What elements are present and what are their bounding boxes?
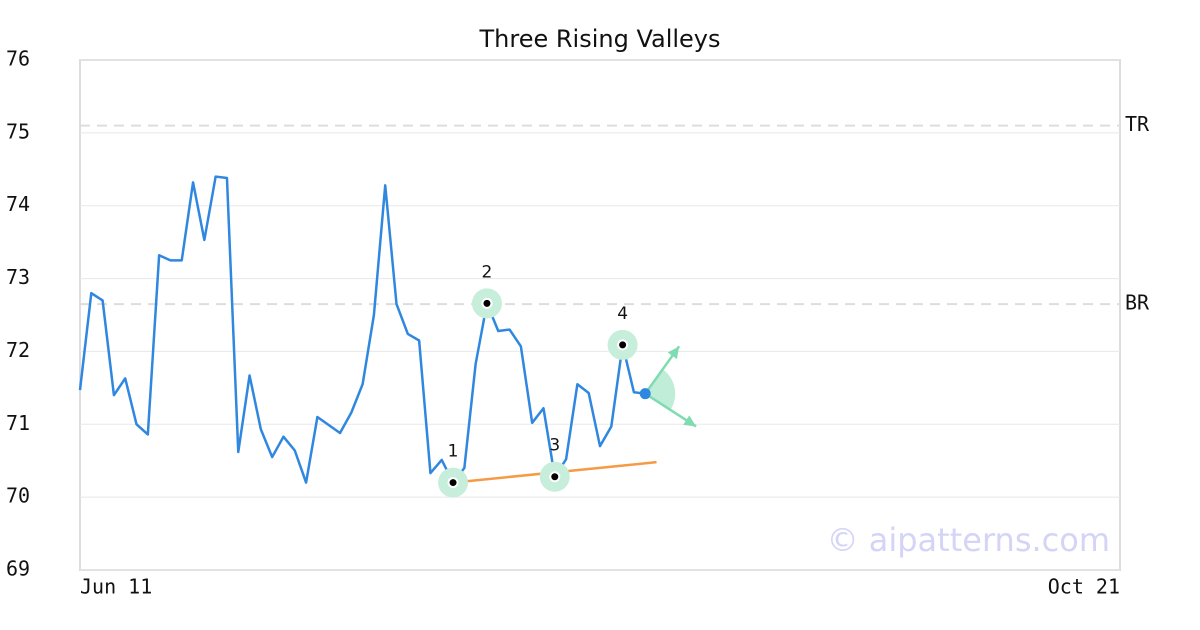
x-tick-label: Oct 21 <box>1048 575 1120 599</box>
pivot-label: 1 <box>448 442 459 462</box>
y-tick-label: 70 <box>6 484 30 508</box>
arrow-head <box>683 415 697 427</box>
pivot-point <box>617 339 629 351</box>
y-tick-label: 73 <box>6 265 30 289</box>
pivot-point <box>481 297 493 309</box>
level-label: BR <box>1125 291 1150 315</box>
pivot-point <box>447 477 459 489</box>
y-tick-label: 69 <box>6 557 30 581</box>
arrow-head <box>667 346 680 360</box>
pivot-point <box>549 471 561 483</box>
pivot-label: 4 <box>617 304 628 324</box>
pivot-label: 2 <box>482 262 493 282</box>
y-tick-label: 76 <box>6 47 30 71</box>
watermark: © aipatterns.com <box>827 521 1110 559</box>
y-tick-label: 75 <box>6 119 30 143</box>
x-tick-label: Jun 11 <box>80 575 152 599</box>
level-label: TR <box>1125 112 1150 136</box>
y-tick-label: 72 <box>6 338 30 362</box>
price-line <box>78 175 646 484</box>
y-tick-label: 71 <box>6 411 30 435</box>
y-tick-label: 74 <box>6 192 30 216</box>
chart-title: Three Rising Valleys <box>478 25 720 53</box>
projection-wedge <box>645 369 676 410</box>
plot-frame <box>79 59 1121 571</box>
pivot-label: 3 <box>549 436 560 456</box>
current-point <box>639 388 651 400</box>
